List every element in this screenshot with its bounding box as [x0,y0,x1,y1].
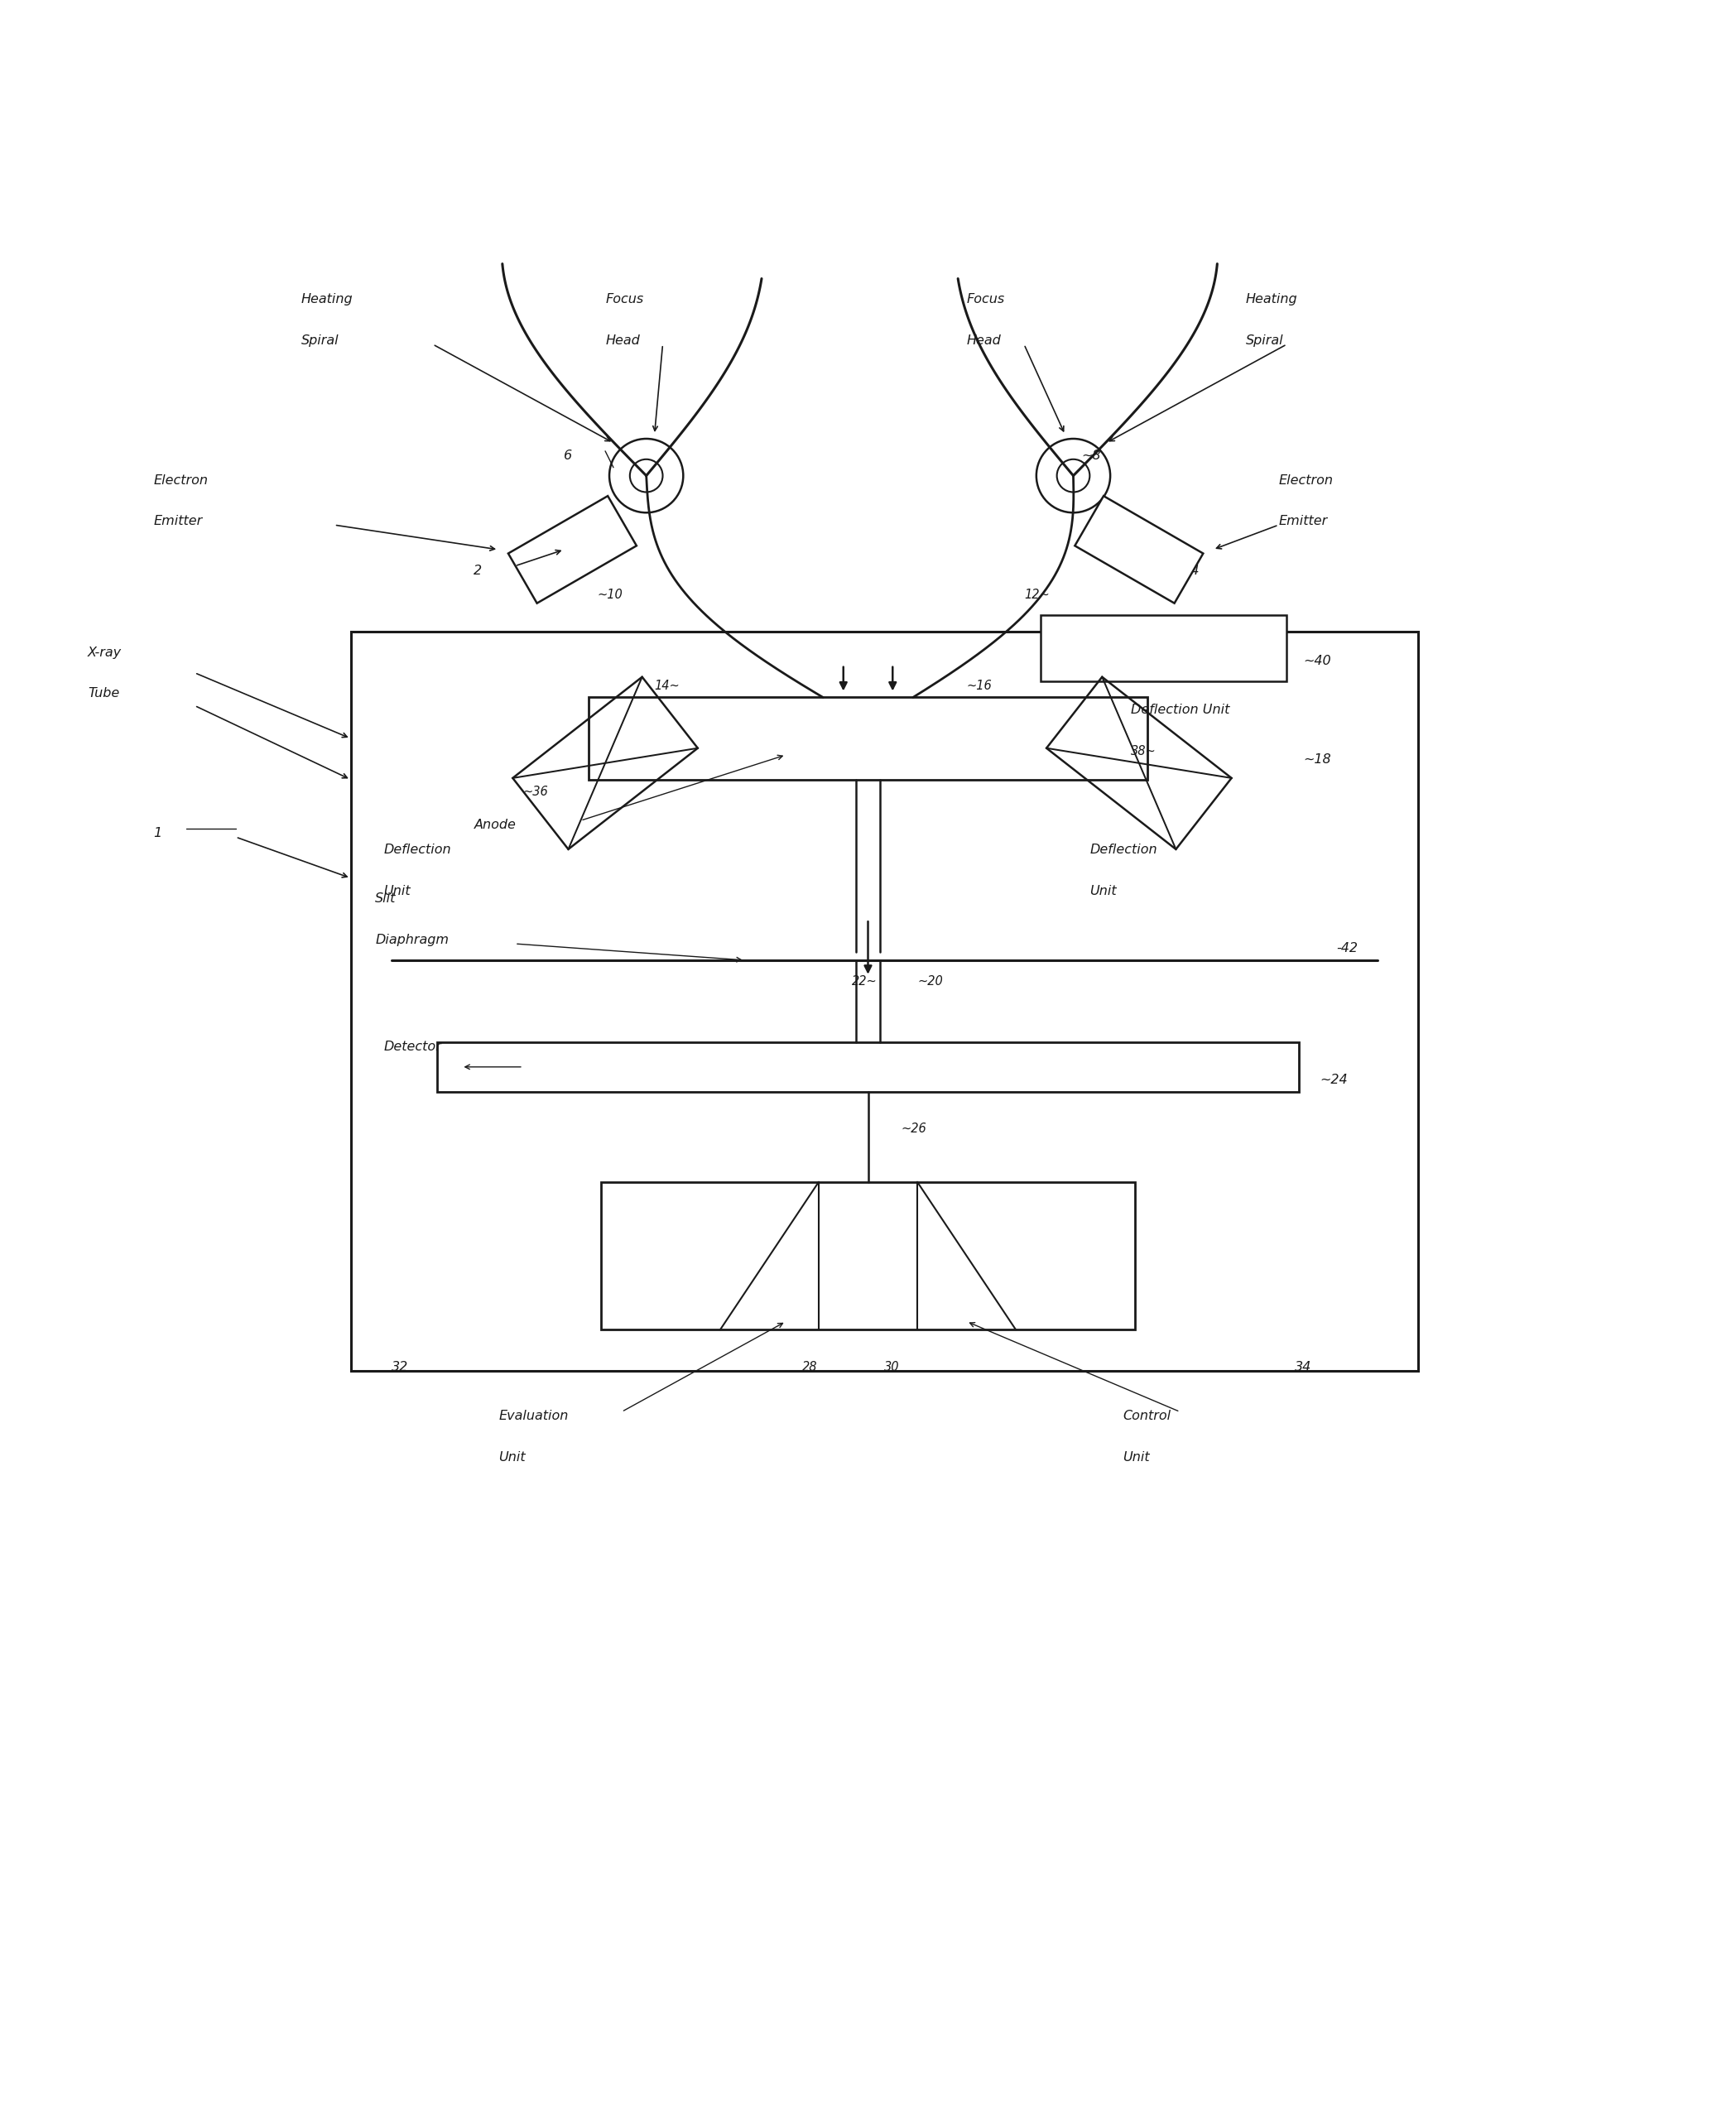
Text: Deflection Unit: Deflection Unit [1130,704,1229,716]
Text: Heating: Heating [1246,294,1297,307]
Text: Evaluation: Evaluation [498,1410,568,1422]
Text: ~16: ~16 [967,679,991,691]
Text: Electron: Electron [1279,475,1333,487]
Text: Control: Control [1123,1410,1170,1422]
Text: 12~: 12~ [1024,588,1050,601]
Text: Focus: Focus [606,294,644,307]
Text: 32: 32 [392,1361,408,1374]
Text: ←4: ←4 [1180,565,1200,576]
Text: ~10: ~10 [597,588,623,601]
Text: Anode: Anode [474,819,516,832]
Text: ~36: ~36 [523,786,549,798]
Bar [589,698,1147,779]
Text: 38~: 38~ [1130,746,1156,756]
Polygon shape [1075,496,1203,603]
Text: Emitter: Emitter [153,515,203,527]
Text: Deflection: Deflection [384,843,451,855]
Text: 30: 30 [884,1361,899,1374]
Text: 14~: 14~ [654,679,681,691]
Text: ~18: ~18 [1304,752,1332,765]
Text: 2: 2 [474,565,483,576]
Bar [437,1042,1299,1093]
Text: 34: 34 [1295,1361,1312,1374]
Text: -42: -42 [1337,941,1358,954]
Text: Unit: Unit [498,1452,526,1464]
Text: Unit: Unit [1123,1452,1149,1464]
Text: 22~: 22~ [852,975,877,987]
Text: X-ray: X-ray [89,647,122,660]
Text: Emitter: Emitter [1279,515,1328,527]
Text: ~20: ~20 [917,975,943,987]
Bar [601,1183,1135,1330]
Text: ~8: ~8 [1082,450,1101,462]
Text: Tube: Tube [89,687,120,700]
Text: Unit: Unit [1090,885,1116,897]
Text: Deflection: Deflection [1090,843,1158,855]
Bar [1040,616,1286,681]
Text: Spiral: Spiral [1246,334,1283,347]
Text: Detector: Detector [384,1040,441,1053]
Text: Heating: Heating [302,294,352,307]
Text: Focus: Focus [967,294,1005,307]
Text: 1: 1 [153,828,161,840]
Text: 28: 28 [802,1361,818,1374]
Text: Diaphragm: Diaphragm [375,933,450,945]
Polygon shape [509,496,637,603]
Text: Unit: Unit [384,885,410,897]
Text: Electron: Electron [153,475,208,487]
Text: ~40: ~40 [1304,656,1332,666]
Text: Spiral: Spiral [302,334,339,347]
Text: ~26: ~26 [901,1122,927,1135]
Text: 6: 6 [564,450,573,462]
Text: Head: Head [967,334,1002,347]
Bar [351,632,1418,1370]
Text: ~24: ~24 [1319,1074,1347,1086]
Text: Slit: Slit [375,893,396,906]
Text: Head: Head [606,334,641,347]
